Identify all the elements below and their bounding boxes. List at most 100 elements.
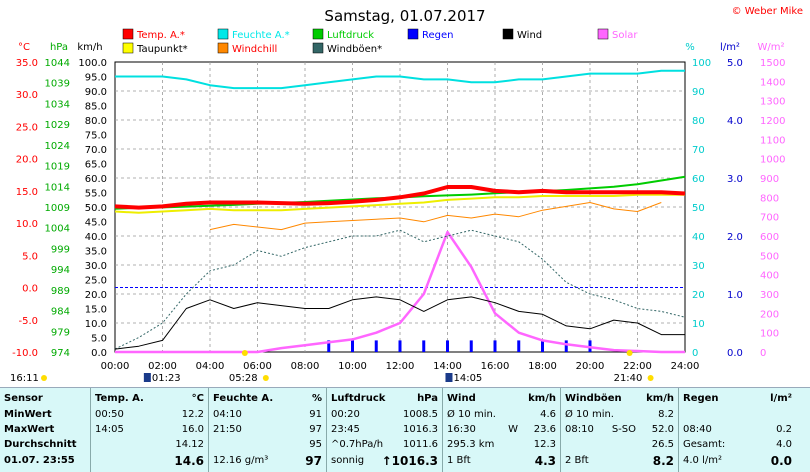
tick-label-solar: 1300: [760, 97, 785, 108]
chart-grid: [114, 61, 686, 353]
tick-label-wind: 85.0: [85, 102, 107, 113]
tick-label-press: 999: [51, 244, 70, 255]
windboen-header-label: Windböen: [565, 393, 622, 404]
luftdruck-cell-value: 1008.5: [403, 409, 438, 420]
rain-bar: [446, 340, 449, 352]
luftdruck-row: sonnig ↑1016.3: [331, 454, 438, 468]
legend-swatch: [217, 42, 229, 54]
luftdruck-header-label: Luftdruck: [331, 393, 386, 404]
luftdruck-row: 23:45 1016.3: [331, 423, 438, 437]
tick-label-hum: 80: [692, 116, 705, 127]
x-tick-label: 02:00: [148, 361, 177, 372]
tick-label-solar: 0: [760, 348, 766, 359]
legend-label: Temp. A.*: [136, 30, 185, 41]
tick-label-rain: 3.0: [727, 174, 743, 185]
tick-label-press: 979: [51, 327, 70, 338]
regen-row: [683, 408, 792, 422]
axis-unit-hum: %: [685, 42, 695, 53]
moon-set-icon: [445, 373, 453, 382]
series-line-temp-a: [114, 185, 686, 210]
sun-icon: [41, 375, 47, 381]
tick-label-hum: 50: [692, 203, 705, 214]
regen-row: Gesamt: 4.0: [683, 438, 792, 452]
feuchte-cell-value: 97: [309, 424, 322, 435]
feuchte-header-label: Feuchte A.: [213, 393, 274, 404]
row-label-max: MaxWert: [4, 424, 55, 435]
temp-cell-label: 14:05: [95, 424, 124, 435]
tick-label-solar: 1100: [760, 135, 785, 146]
temp-column: Temp. A. °C 00:50 12.2 14:05 16.0 14.12 14.6: [90, 388, 208, 472]
tick-label-wind: 65.0: [85, 160, 107, 171]
rain-bar: [398, 340, 402, 352]
regen-header-label: Regen: [683, 393, 719, 404]
x-tick-label: 12:00: [386, 361, 415, 372]
tick-label-press: 1044: [45, 58, 70, 69]
tick-label-solar: 1400: [760, 77, 785, 88]
luftdruck-cell-value: 1016.3: [403, 424, 438, 435]
feuchte-cell-label: 12.16 g/m³: [213, 455, 269, 466]
tick-label-press: 1034: [45, 99, 70, 110]
wind-row: 1 Bft 4.3: [447, 454, 556, 468]
tick-label-temp: 5.0: [22, 251, 38, 262]
legend-swatch: [502, 28, 514, 40]
legend-swatch: [597, 28, 609, 40]
tick-label-temp: 30.0: [16, 90, 38, 101]
tick-label-temp: 0.0: [22, 284, 38, 295]
tick-label-wind: 20.0: [85, 290, 107, 301]
wind-header-unit: km/h: [528, 393, 556, 404]
x-tick-label: 22:00: [623, 361, 652, 372]
tick-label-solar: 1000: [760, 155, 785, 166]
tick-label-wind: 25.0: [85, 276, 107, 287]
tick-label-hum: 60: [692, 174, 705, 185]
temp-row: 14.6: [95, 454, 204, 468]
tick-label-rain: 1.0: [727, 290, 743, 301]
regen-cell-value: 0.0: [770, 454, 792, 468]
tick-label-wind: 75.0: [85, 131, 107, 142]
tick-label-press: 994: [51, 265, 70, 276]
tick-label-press: 1019: [45, 162, 70, 173]
feuchte-cell-value: 91: [309, 409, 322, 420]
tick-label-solar: 600: [760, 232, 779, 243]
legend-label: Wind: [517, 30, 542, 41]
feuchte-cell-value: 97: [305, 454, 322, 468]
regen-header-unit: l/m²: [770, 393, 792, 404]
regen-row: 08:40 0.2: [683, 423, 792, 437]
tick-label-wind: 45.0: [85, 218, 107, 229]
axis-unit-wind: km/h: [77, 42, 102, 53]
copyright-text: © Weber Mike: [732, 6, 803, 17]
tick-label-wind: 80.0: [85, 116, 107, 127]
sunset-marker-icon: [626, 350, 633, 356]
row-label-avg: Durchschnitt: [4, 439, 77, 450]
tick-label-press: 974: [51, 348, 70, 359]
x-tick-label: 04:00: [196, 361, 225, 372]
tick-label-solar: 300: [760, 290, 779, 301]
moon-rise-icon: [143, 373, 151, 382]
tick-label-wind: 50.0: [85, 203, 107, 214]
tick-label-wind: 35.0: [85, 247, 107, 258]
tick-label-temp: 25.0: [16, 122, 38, 133]
chart-axes: °C 35.0 30.0 25.0 20.0 15.0 10.0 5.0 0.0 -5.0 -10.…: [12, 42, 785, 359]
legend-swatch: [122, 42, 134, 54]
wind-cell-value: 12.3: [533, 439, 556, 450]
temp-header-label: Temp. A.: [95, 393, 144, 404]
legend-label: Solar: [612, 30, 638, 41]
sun-moon-row: 16:11 01:23 14:05 05:28 21:40: [10, 350, 654, 384]
axis-unit-press: hPa: [50, 42, 68, 53]
tick-label-wind: 15.0: [85, 305, 107, 316]
series-line-taupunkt: [114, 193, 685, 214]
legend-swatch: [407, 28, 419, 40]
feuchte-row: 95: [213, 438, 322, 452]
windboen-header-unit: km/h: [646, 393, 674, 404]
chart-title: Samstag, 01.07.2017: [324, 7, 485, 25]
tick-label-temp: -5.0: [18, 316, 38, 327]
tick-label-temp: -10.0: [12, 348, 38, 359]
tick-label-wind: 70.0: [85, 145, 107, 156]
series-line-windchill: [209, 202, 662, 231]
wind-row: 16:30 W 23.6: [447, 423, 556, 437]
tick-label-press: 984: [51, 307, 70, 318]
tick-label-hum: 40: [692, 232, 705, 243]
tick-label-solar: 400: [760, 271, 779, 282]
windboen-cell-value: 8.2: [652, 454, 674, 468]
windboen-cell-value: 8.2: [658, 409, 674, 420]
legend-swatch: [312, 28, 324, 40]
